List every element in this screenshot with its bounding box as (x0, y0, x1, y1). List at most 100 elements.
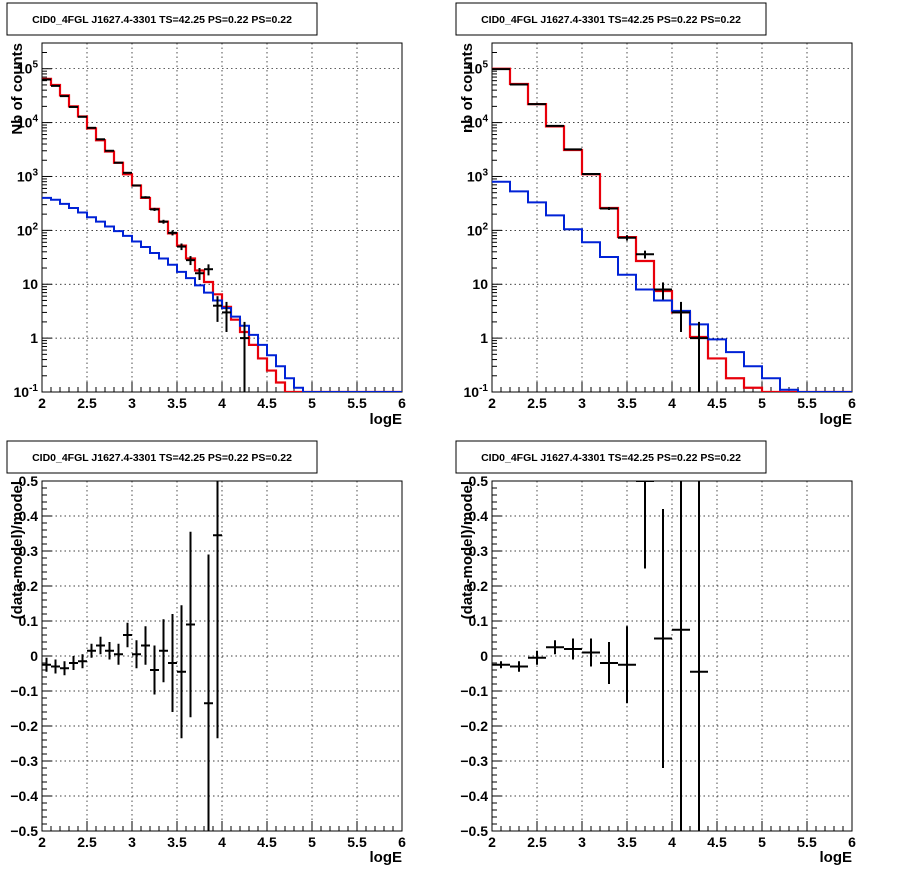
x-tick-label: 5 (758, 834, 766, 850)
x-tick-label: 4.5 (257, 834, 277, 850)
x-tick-label: 3 (128, 834, 136, 850)
plot-frame (41, 480, 403, 832)
x-tick-label: 4.5 (257, 395, 277, 411)
plot-frame (491, 480, 853, 832)
y-tick-label: 0.4 (19, 508, 39, 524)
data-point (213, 296, 222, 322)
x-tick-label: 3 (128, 395, 136, 411)
data-point (186, 531, 195, 718)
data-point (492, 661, 510, 669)
data-point (618, 626, 636, 704)
chart-title-box (455, 440, 767, 474)
chart-title: CID0_4FGL J1627.4-3301 TS=42.25 PS=0.22 … (32, 14, 292, 26)
data-point (78, 654, 87, 669)
x-tick-label: 3 (578, 834, 586, 850)
y-tick-label: 0.1 (19, 613, 39, 629)
data-point (546, 124, 564, 127)
data-point (672, 481, 690, 831)
y-tick-label: 10 (472, 276, 488, 292)
y-tick-label: −0.2 (460, 718, 488, 734)
x-axis-label: logE (370, 849, 403, 866)
chart-title: CID0_4FGL J1627.4-3301 TS=42.25 PS=0.22 … (481, 452, 741, 464)
data-point (564, 638, 582, 660)
x-tick-label: 2 (38, 834, 46, 850)
y-tick-label: 0.2 (19, 578, 39, 594)
x-tick-label: 4 (218, 834, 226, 850)
y-tick-label: 0.5 (469, 473, 489, 489)
plot-area (42, 481, 222, 831)
x-tick-label: 4.5 (707, 395, 727, 411)
y-tick-label: 1 (30, 330, 38, 346)
data-point (546, 640, 564, 655)
data-point (510, 661, 528, 672)
y-tick-label: 102 (17, 221, 39, 238)
chart-title-box (6, 440, 318, 474)
data-point (132, 640, 141, 669)
y-tick-label: 0.1 (469, 613, 489, 629)
x-tick-label: 5.5 (797, 834, 817, 850)
data-point (51, 659, 60, 674)
y-tick-label: 10-1 (14, 383, 39, 400)
x-tick-label: 5.5 (347, 834, 367, 850)
y-tick-label: 10 (22, 276, 38, 292)
x-axis-label: logE (820, 849, 853, 866)
source-model-histogram (42, 196, 402, 392)
y-tick-label: 105 (17, 60, 39, 77)
y-axis-label: (data-model)/model (459, 481, 476, 619)
plot-area (42, 77, 402, 392)
chart-title-box (455, 2, 767, 36)
y-tick-label: 104 (467, 114, 489, 131)
y-axis-label: Nb of counts (9, 43, 26, 135)
x-tick-label: 5.5 (347, 395, 367, 411)
data-point (177, 243, 186, 251)
y-tick-label: −0.4 (10, 788, 38, 804)
y-tick-label: −0.5 (10, 823, 38, 839)
x-tick-label: 2 (488, 834, 496, 850)
data-point (204, 264, 213, 276)
y-tick-label: 103 (467, 167, 489, 184)
x-tick-label: 4.5 (707, 834, 727, 850)
y-tick-label: 103 (17, 167, 39, 184)
data-point (87, 643, 96, 658)
y-tick-label: 0 (480, 648, 488, 664)
data-point (564, 148, 582, 151)
y-axis-label: (data-model)/model (9, 481, 26, 619)
data-point (123, 622, 132, 648)
data-point (204, 554, 213, 831)
total-model-histogram (492, 67, 852, 392)
y-tick-label: −0.3 (460, 753, 488, 769)
data-point (114, 643, 123, 665)
data-point (132, 184, 141, 187)
data-point (582, 173, 600, 176)
data-point (141, 196, 150, 199)
data-point (96, 138, 105, 141)
y-tick-label: −0.1 (10, 683, 38, 699)
plot-area (492, 481, 708, 831)
data-point (150, 645, 159, 695)
data-point (141, 626, 150, 665)
chart-panel-2: CID0_4FGL J1627.4-3301 TS=42.25 PS=0.22 … (455, 2, 856, 428)
data-point (42, 657, 51, 672)
data-point (177, 605, 186, 739)
x-tick-label: 3.5 (617, 834, 637, 850)
x-tick-label: 3.5 (617, 395, 637, 411)
source-model-histogram (492, 180, 852, 392)
data-point (69, 656, 78, 670)
x-axis-label: logE (820, 411, 853, 428)
y-tick-label: −0.3 (10, 753, 38, 769)
plot-frame (41, 42, 403, 393)
x-axis-label: logE (370, 411, 403, 428)
y-axis-label: nb of counts (459, 43, 476, 133)
y-tick-label: 0.2 (469, 578, 489, 594)
data-point (636, 250, 654, 259)
data-point (528, 650, 546, 665)
y-tick-label: 0.3 (19, 543, 39, 559)
plot-area (492, 67, 852, 392)
data-point (87, 126, 96, 129)
chart-title: CID0_4FGL J1627.4-3301 TS=42.25 PS=0.22 … (481, 14, 741, 26)
y-tick-label: 104 (17, 114, 39, 131)
data-point (150, 207, 159, 211)
chart-panel-3: CID0_4FGL J1627.4-3301 TS=42.25 PS=0.22 … (6, 440, 406, 866)
data-point (123, 171, 132, 174)
